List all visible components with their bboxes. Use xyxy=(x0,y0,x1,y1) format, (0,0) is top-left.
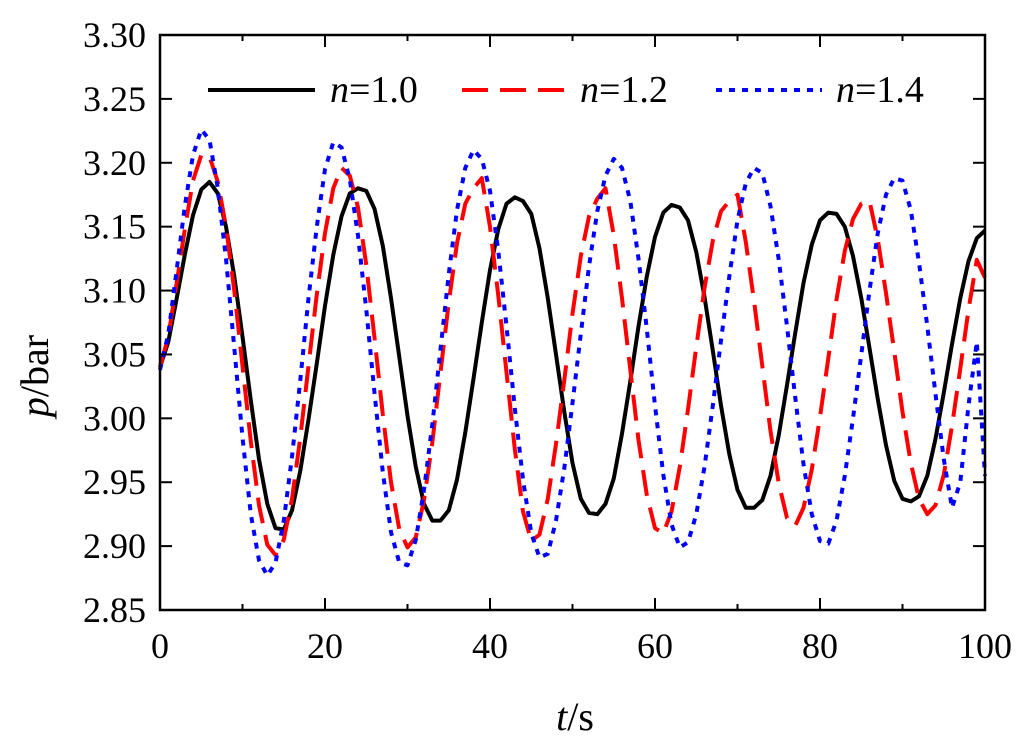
x-tick-label: 0 xyxy=(151,626,169,666)
y-tick-label: 3.30 xyxy=(83,15,146,55)
series-line-2 xyxy=(158,127,987,578)
y-tick-label: 3.20 xyxy=(83,143,146,183)
x-tick-label: 100 xyxy=(958,626,1012,666)
y-tick-label: 3.10 xyxy=(83,271,146,311)
legend-variable: n xyxy=(836,69,855,111)
legend-item: n=1.2 xyxy=(462,69,668,111)
y-tick-label: 2.90 xyxy=(83,526,146,566)
y-tick-label: 2.85 xyxy=(83,590,146,630)
x-axis-title: t/s xyxy=(556,694,594,739)
axis-layer: 0 20 40 60 80 100 2.85 2.90 2.95 3.00 3.05 3.10 3.15… xyxy=(83,15,1012,666)
y-axis-title: p/bar xyxy=(12,335,57,420)
x-tick-label: 40 xyxy=(472,626,508,666)
legend-item: n=1.0 xyxy=(208,69,418,111)
y-tick-label: 3.00 xyxy=(83,398,146,438)
y-axis-unit: /bar xyxy=(12,335,57,397)
legend-label: n=1.2 xyxy=(580,69,668,111)
legend-item: n=1.4 xyxy=(716,69,924,111)
plot-frame xyxy=(158,33,987,612)
x-tick-label: 80 xyxy=(802,626,838,666)
series-line-0 xyxy=(158,179,987,532)
series-line-1 xyxy=(158,153,987,558)
x-axis-variable: t xyxy=(556,694,568,739)
legend-variable: n xyxy=(580,69,599,111)
x-axis-unit: /s xyxy=(567,694,594,739)
x-tick-label: 60 xyxy=(637,626,673,666)
legend-variable: n xyxy=(330,69,349,111)
legend-value: =1.2 xyxy=(599,69,668,111)
legend: n=1.0 n=1.2 n=1.4 xyxy=(208,69,924,111)
y-tick-label: 3.25 xyxy=(83,79,146,119)
legend-value: =1.0 xyxy=(349,69,418,111)
series-layer xyxy=(158,127,987,578)
y-axis-variable: p xyxy=(12,397,57,420)
y-tick-label: 3.15 xyxy=(83,207,146,247)
x-tick-label: 20 xyxy=(307,626,343,666)
y-tick-label: 3.05 xyxy=(83,334,146,374)
legend-label: n=1.0 xyxy=(330,69,418,111)
legend-value: =1.4 xyxy=(855,69,924,111)
legend-label: n=1.4 xyxy=(836,69,924,111)
y-tick-label: 2.95 xyxy=(83,462,146,502)
